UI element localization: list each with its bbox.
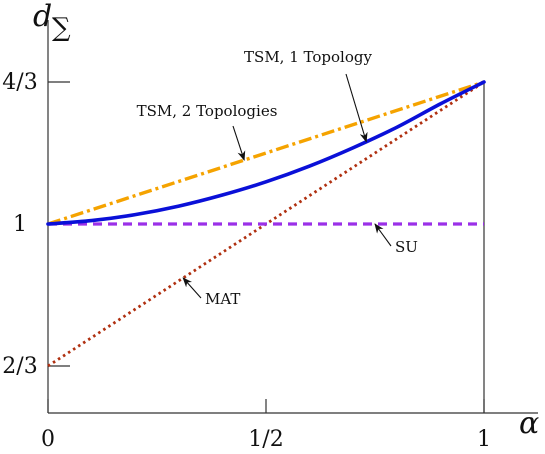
x-tick-label-1: 1/2	[248, 427, 283, 452]
series-line-tsm1	[46, 80, 486, 226]
y-tick-label-0: 2/3	[2, 354, 37, 379]
x-tick-label-0: 0	[41, 427, 55, 452]
annotation-label-tsm1: TSM, 1 Topology	[244, 48, 372, 66]
annotation-arrow-tsm2	[232, 125, 246, 162]
x-axis-label: α	[519, 406, 539, 441]
axis-label-layer: d ∑ α	[33, 0, 539, 441]
axes-layer	[47, 20, 538, 414]
annotation-arrow-mat	[182, 277, 202, 299]
annotation-label-tsm2: TSM, 2 Topologies	[137, 102, 278, 120]
annotation-arrow-tsm1	[345, 73, 368, 143]
series-line-tsm2	[47, 80, 485, 226]
x-tick-label-2: 1	[477, 427, 491, 452]
series-layer	[46, 80, 486, 368]
y-tick-label-1: 1	[13, 212, 27, 237]
annotation-label-mat: MAT	[205, 290, 240, 308]
ticks-layer: 0 1/2 1 2/3 1 4/3	[2, 70, 491, 452]
y-axis-label-subscript: ∑	[52, 13, 71, 43]
annotation-arrow-su	[374, 223, 392, 247]
y-axis-label-main: d	[33, 0, 52, 34]
annotation-label-su: SU	[395, 238, 418, 256]
annotation-layer: TSM, 1 Topology TSM, 2 Topologies SU MAT	[137, 48, 418, 308]
y-tick-label-2: 4/3	[2, 70, 37, 95]
